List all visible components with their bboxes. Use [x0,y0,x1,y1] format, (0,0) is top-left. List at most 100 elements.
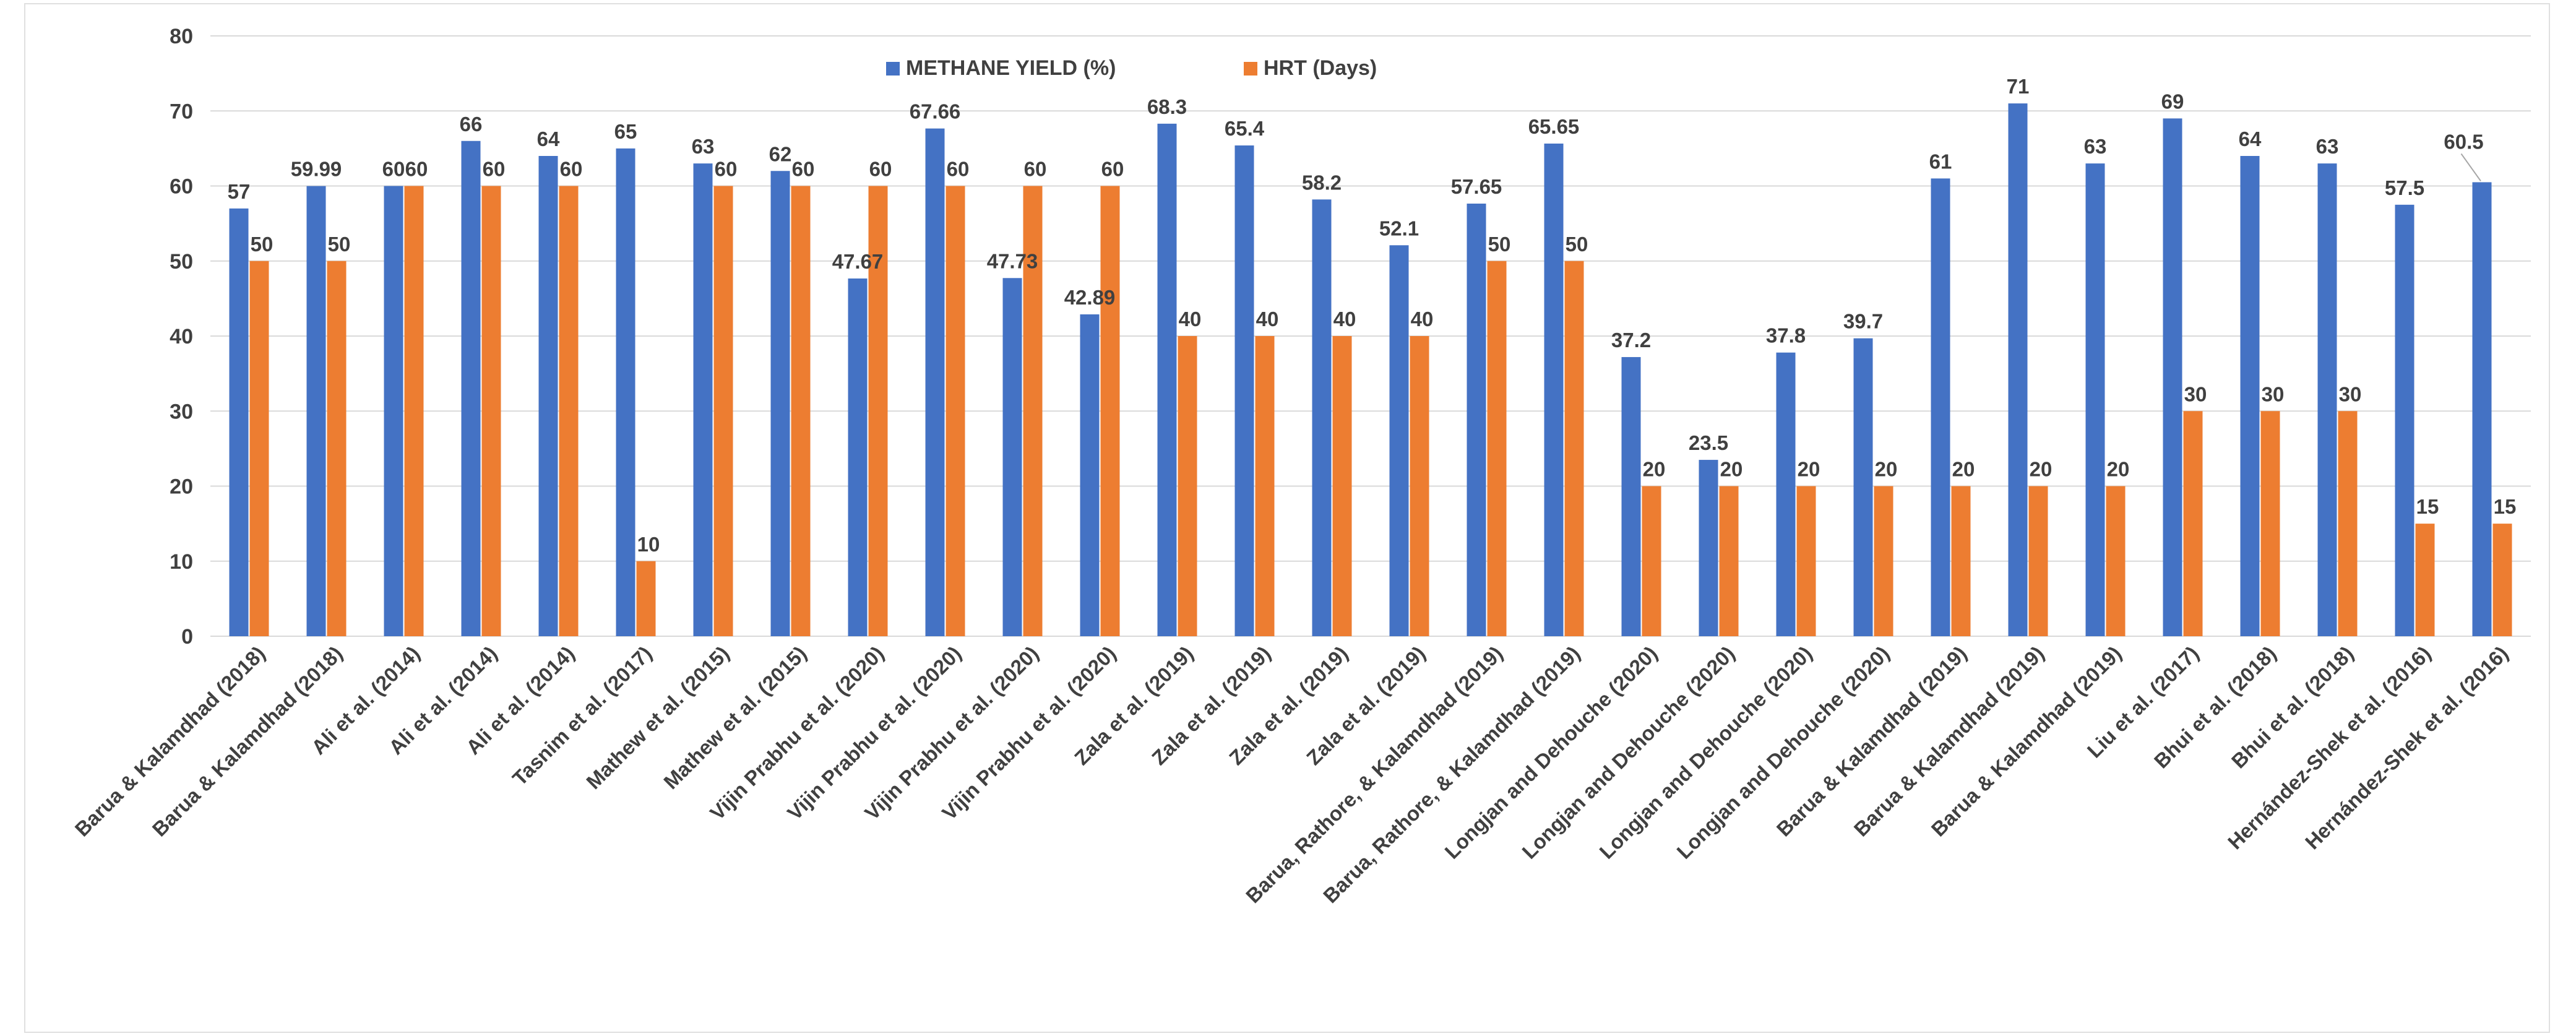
legend-item: HRT (Days) [1244,56,1377,80]
data-label-hrt: 20 [1952,458,1975,481]
bar-hrt [1642,486,1661,636]
bar-hrt [404,186,424,636]
data-label-hrt: 15 [2416,495,2439,518]
legend-label: HRT (Days) [1264,56,1377,80]
bar-methane-yield [384,186,403,636]
data-label-methane-yield: 39.7 [1843,310,1883,333]
bar-methane-yield [770,171,790,636]
bar-methane-yield [1621,356,1641,636]
bar-methane-yield [306,186,326,637]
data-label-methane-yield: 69 [2161,90,2184,113]
data-label-hrt: 60 [483,158,506,181]
legend-item: METHANE YIELD (%) [886,56,1116,80]
bar-methane-yield [2163,118,2182,636]
bar-hrt [559,186,579,636]
data-label-hrt: 50 [1488,233,1511,256]
data-label-hrt: 20 [2107,458,2130,481]
bar-methane-yield [229,208,249,636]
y-tick-label: 50 [170,250,193,274]
bar-methane-yield [2395,204,2414,636]
data-label-methane-yield: 37.8 [1766,324,1806,347]
label-leader-line [2460,153,2481,182]
bar-hrt [327,261,347,636]
bar-methane-yield [1853,338,1873,636]
bar-hrt [249,261,269,636]
bar-methane-yield [1234,145,1254,636]
bar-hrt [868,186,888,636]
data-label-hrt: 50 [251,233,274,256]
data-label-methane-yield: 65 [614,120,637,143]
x-category-label: Tasnim et al. (2017) [508,642,657,790]
bar-hrt [2183,411,2203,636]
bar-hrt [1255,336,1275,636]
data-label-methane-yield: 67.66 [910,100,961,123]
data-label-hrt: 15 [2494,495,2517,518]
data-label-hrt: 60 [1101,158,1124,181]
bars [229,103,2512,637]
legend-swatch [886,62,900,76]
data-label-hrt: 10 [637,533,660,556]
data-label-hrt: 30 [2184,382,2207,405]
bar-hrt [1874,486,1893,636]
data-label-methane-yield: 42.89 [1064,286,1116,309]
data-label-hrt: 20 [1798,458,1820,481]
bar-methane-yield [1389,245,1409,637]
data-label-hrt: 20 [1643,458,1666,481]
data-label-methane-yield: 63 [692,135,715,158]
bar-methane-yield [2240,156,2260,636]
x-axis: Barua & Kalamdhad (2018)Barua & Kalamdha… [71,642,2513,907]
bar-hrt [1951,486,1971,636]
bar-methane-yield [848,278,868,637]
bar-methane-yield [925,128,945,636]
data-label-methane-yield: 65.65 [1528,115,1580,138]
y-tick-label: 20 [170,475,193,499]
bar-methane-yield [1699,460,1718,636]
data-label-methane-yield: 37.2 [1611,329,1651,352]
data-label-methane-yield: 71 [2007,75,2030,98]
bar-hrt [1178,336,1197,636]
bar-methane-yield [693,163,713,636]
bar-methane-yield [1080,314,1100,636]
data-label-methane-yield: 52.1 [1379,217,1419,240]
bar-hrt [2415,524,2435,636]
bar-methane-yield [1776,352,1796,636]
bar-hrt [2338,411,2358,636]
data-label-hrt: 20 [1720,458,1743,481]
data-label-methane-yield: 57 [228,180,251,203]
data-label-hrt: 60 [560,158,583,181]
data-label-methane-yield: 68.3 [1147,95,1187,118]
bar-hrt [791,186,811,636]
bar-hrt [636,561,656,636]
data-label-methane-yield: 63 [2084,135,2107,158]
data-label-methane-yield: 57.65 [1451,175,1502,198]
data-label-hrt: 60 [1024,158,1047,181]
data-label-hrt: 20 [2030,458,2053,481]
y-axis: 0 10 20 30 40 50 60 70 80 [170,25,193,649]
bar-hrt [2106,486,2126,636]
data-label-hrt: 50 [328,233,351,256]
bar-hrt [1487,261,1507,636]
bar-hrt [1410,336,1429,636]
chart-frame [24,3,2550,1033]
data-label-methane-yield: 47.73 [987,249,1038,272]
x-category-label: Mathew et al. (2015) [659,642,811,793]
data-label-methane-yield: 61 [1929,150,1952,173]
data-label-hrt: 40 [1179,308,1202,330]
bar-methane-yield [1312,199,1332,636]
bar-hrt [1564,261,1584,636]
data-label-methane-yield: 58.2 [1302,171,1342,194]
bar-methane-yield [2472,182,2492,636]
bar-methane-yield [538,156,558,636]
bar-hrt [1796,486,1816,636]
data-label-methane-yield: 47.67 [832,250,884,273]
data-label-hrt: 40 [1256,308,1279,330]
data-label-hrt: 60 [869,158,892,181]
legend-swatch [1244,62,1257,76]
bar-methane-yield [2085,163,2105,636]
data-label-hrt: 60 [405,158,428,181]
bar-hrt [713,186,733,636]
chart-border [24,3,2550,1033]
data-label-hrt: 20 [1875,458,1898,481]
bar-methane-yield [461,140,481,636]
